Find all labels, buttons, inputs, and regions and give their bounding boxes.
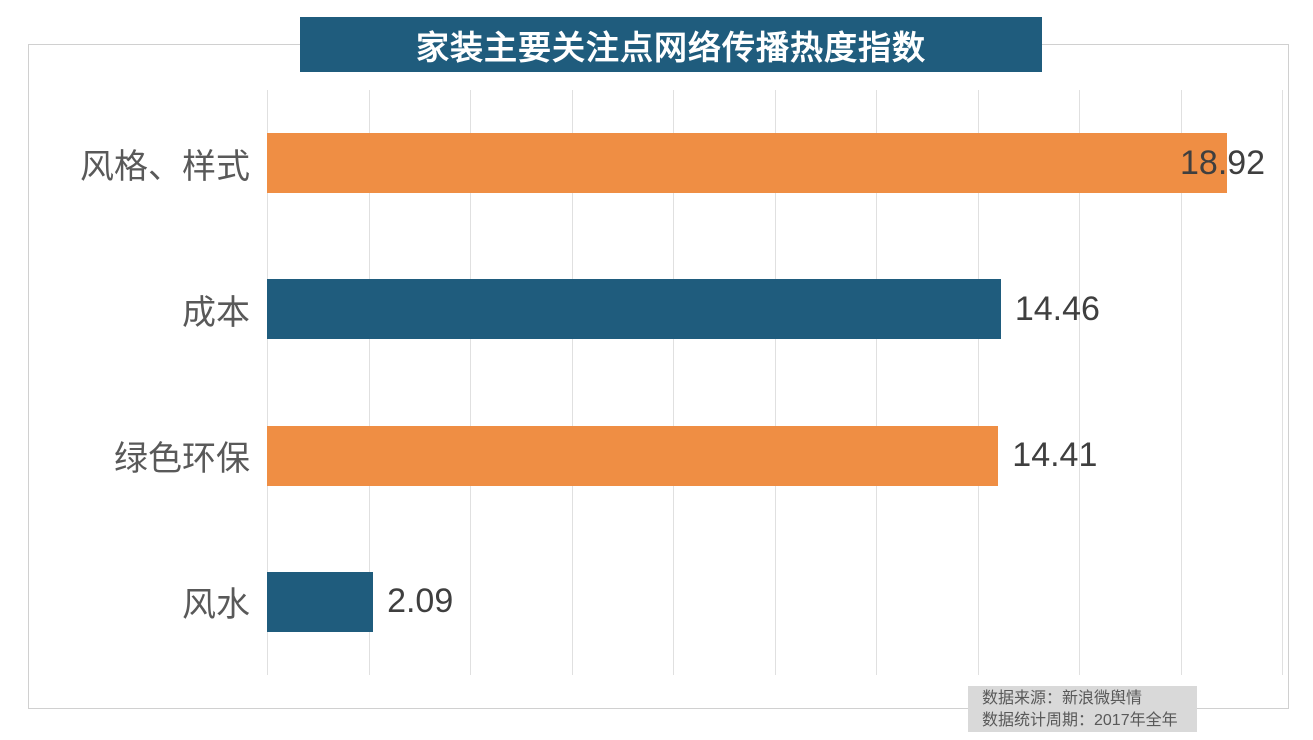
category-label: 成本 — [182, 293, 250, 332]
value-label: 2.09 — [387, 582, 454, 621]
category-label: 风格、样式 — [80, 147, 250, 186]
source-note-box: 数据来源：新浪微舆情 数据统计周期：2017年全年 — [968, 686, 1197, 732]
gridline — [571, 90, 573, 675]
gridline — [368, 90, 370, 675]
gridline — [267, 90, 268, 675]
value-label: 18.92 — [1180, 143, 1266, 182]
gridline — [1282, 90, 1283, 675]
bar — [267, 425, 999, 486]
gridline — [977, 90, 979, 675]
gridline — [876, 90, 877, 675]
period-line: 数据统计周期：2017年全年 — [982, 712, 1178, 729]
bar — [267, 133, 1228, 194]
value-label: 14.46 — [1014, 289, 1100, 328]
plot-area: 18.92 14.46 14.41 2.09 — [267, 90, 1283, 675]
gridline — [774, 90, 776, 675]
category-label: 风水 — [182, 586, 250, 625]
category-label: 绿色环保 — [114, 440, 250, 479]
value-label: 14.41 — [1012, 436, 1098, 475]
chart-title: 家装主要关注点网络传播热度指数 — [300, 17, 1042, 72]
gridline — [1180, 90, 1182, 675]
category-axis: 风格、样式成本绿色环保风水 — [28, 90, 250, 675]
gridline — [1079, 90, 1080, 675]
source-line: 数据来源：新浪微舆情 — [982, 690, 1143, 707]
bar — [267, 571, 374, 632]
gridline — [673, 90, 674, 675]
bar — [267, 279, 1001, 340]
gridline — [470, 90, 471, 675]
